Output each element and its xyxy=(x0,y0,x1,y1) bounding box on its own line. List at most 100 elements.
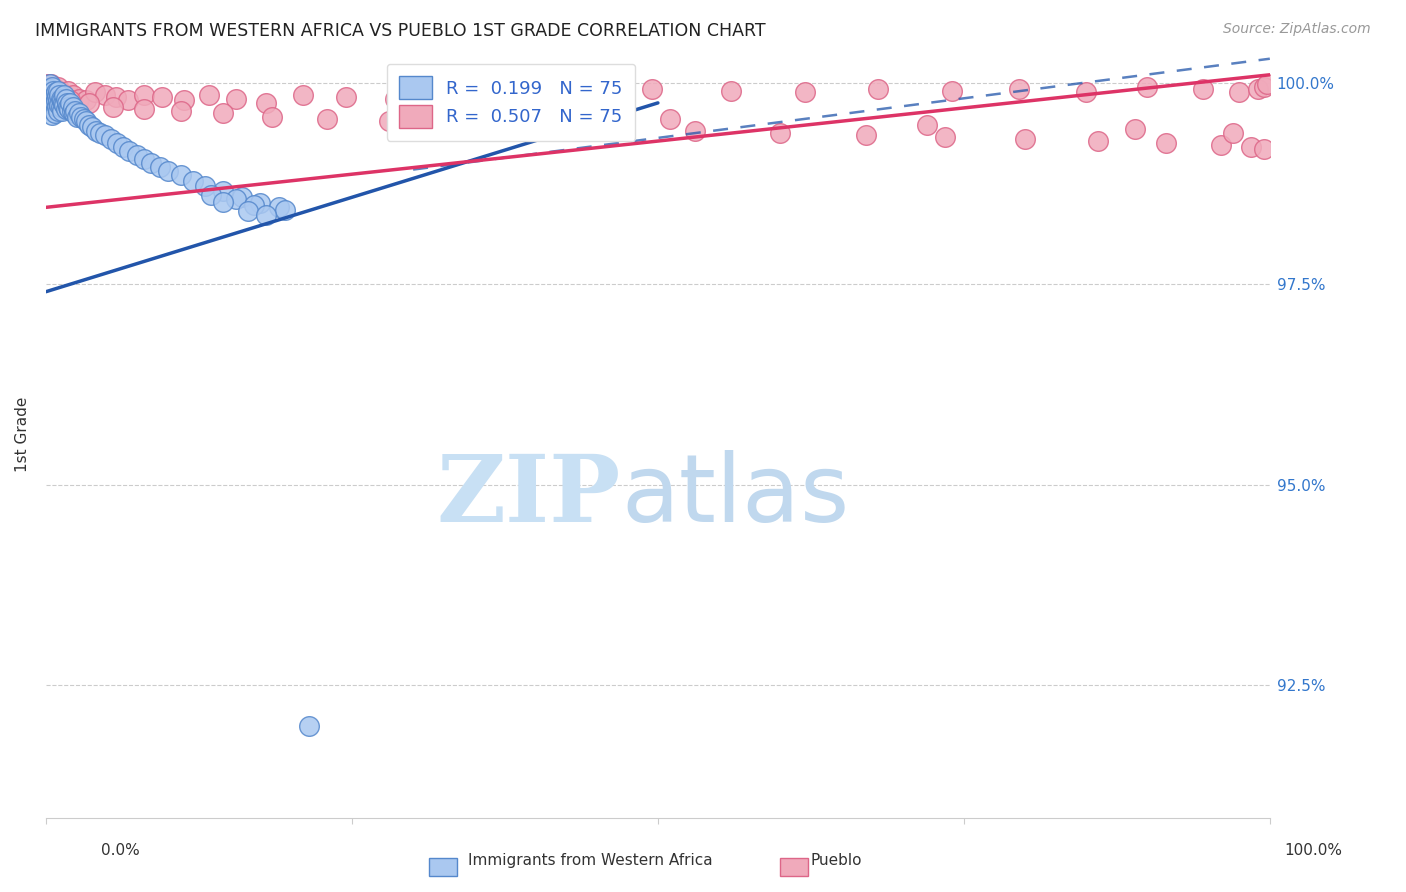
Point xyxy=(1240,140,1263,154)
Point xyxy=(236,204,259,219)
Point xyxy=(598,122,620,136)
Point xyxy=(212,194,235,209)
Point xyxy=(44,87,66,102)
Point xyxy=(77,95,100,110)
Point xyxy=(49,92,72,106)
Text: 0.0%: 0.0% xyxy=(101,843,141,858)
Point xyxy=(249,196,271,211)
Point xyxy=(44,106,66,120)
Point xyxy=(51,94,73,108)
Point xyxy=(62,87,84,102)
Point xyxy=(39,95,62,110)
Point xyxy=(37,92,59,106)
Point xyxy=(1253,142,1275,156)
Point xyxy=(915,118,938,132)
Point xyxy=(1076,86,1098,100)
Point xyxy=(291,87,314,102)
Text: Pueblo: Pueblo xyxy=(811,854,862,868)
Point xyxy=(1014,132,1036,146)
Point xyxy=(1256,78,1278,92)
Point xyxy=(37,78,59,92)
Point xyxy=(197,87,219,102)
Point xyxy=(44,84,66,98)
Point xyxy=(173,94,195,108)
Point xyxy=(519,120,541,134)
Point xyxy=(65,110,87,124)
Point xyxy=(89,126,111,140)
Point xyxy=(75,114,97,128)
Point xyxy=(1246,82,1268,96)
Point xyxy=(200,188,222,202)
Point xyxy=(46,86,69,100)
Text: atlas: atlas xyxy=(621,450,849,541)
Point xyxy=(1123,122,1146,136)
Point xyxy=(55,92,77,106)
Point xyxy=(132,152,155,166)
Point xyxy=(46,90,69,104)
Point xyxy=(45,94,67,108)
Point xyxy=(59,94,82,108)
Point xyxy=(67,92,90,106)
Point xyxy=(73,112,96,126)
Point xyxy=(499,87,522,102)
Point xyxy=(316,112,339,126)
Point xyxy=(38,82,60,96)
Point xyxy=(1008,82,1031,96)
Point xyxy=(169,168,191,182)
Point xyxy=(225,192,247,206)
Point xyxy=(112,140,135,154)
Text: 100.0%: 100.0% xyxy=(1285,843,1343,858)
Point xyxy=(48,98,70,112)
Point xyxy=(56,84,79,98)
Point xyxy=(212,184,235,198)
Point xyxy=(42,79,65,94)
Point xyxy=(37,79,59,94)
Point xyxy=(63,106,86,120)
Point xyxy=(169,103,191,118)
Point xyxy=(1191,82,1213,96)
Point xyxy=(683,124,706,138)
Point xyxy=(118,144,141,158)
Point xyxy=(105,136,128,150)
Point xyxy=(1222,126,1244,140)
Point xyxy=(49,100,72,114)
Point xyxy=(82,120,104,134)
Point xyxy=(855,128,877,142)
Point xyxy=(39,78,62,92)
Point xyxy=(335,90,357,104)
Point xyxy=(117,94,139,108)
Point xyxy=(48,87,70,102)
Point xyxy=(70,110,93,124)
Point xyxy=(42,84,65,98)
Point xyxy=(46,79,69,94)
Point xyxy=(56,100,79,114)
Point xyxy=(77,118,100,132)
Point xyxy=(45,82,67,96)
Text: Source: ZipAtlas.com: Source: ZipAtlas.com xyxy=(1223,22,1371,37)
Point xyxy=(42,98,65,112)
Point xyxy=(53,98,76,112)
Point xyxy=(132,102,155,116)
Point xyxy=(254,95,277,110)
Point xyxy=(41,84,63,98)
Point xyxy=(225,92,247,106)
Text: ZIP: ZIP xyxy=(437,450,621,541)
Point xyxy=(659,112,682,126)
Point xyxy=(1253,79,1275,94)
Point xyxy=(267,200,290,214)
Point xyxy=(52,95,75,110)
Y-axis label: 1st Grade: 1st Grade xyxy=(15,397,30,472)
Point xyxy=(149,160,172,174)
Point xyxy=(65,103,87,118)
Point xyxy=(934,130,956,145)
Point xyxy=(37,84,59,98)
Point xyxy=(104,90,127,104)
Point xyxy=(1136,79,1159,94)
Point xyxy=(53,87,76,102)
Point xyxy=(720,84,742,98)
Point xyxy=(389,108,412,122)
Point xyxy=(84,124,107,138)
Point xyxy=(59,95,82,110)
Point xyxy=(46,103,69,118)
Point xyxy=(384,92,406,106)
